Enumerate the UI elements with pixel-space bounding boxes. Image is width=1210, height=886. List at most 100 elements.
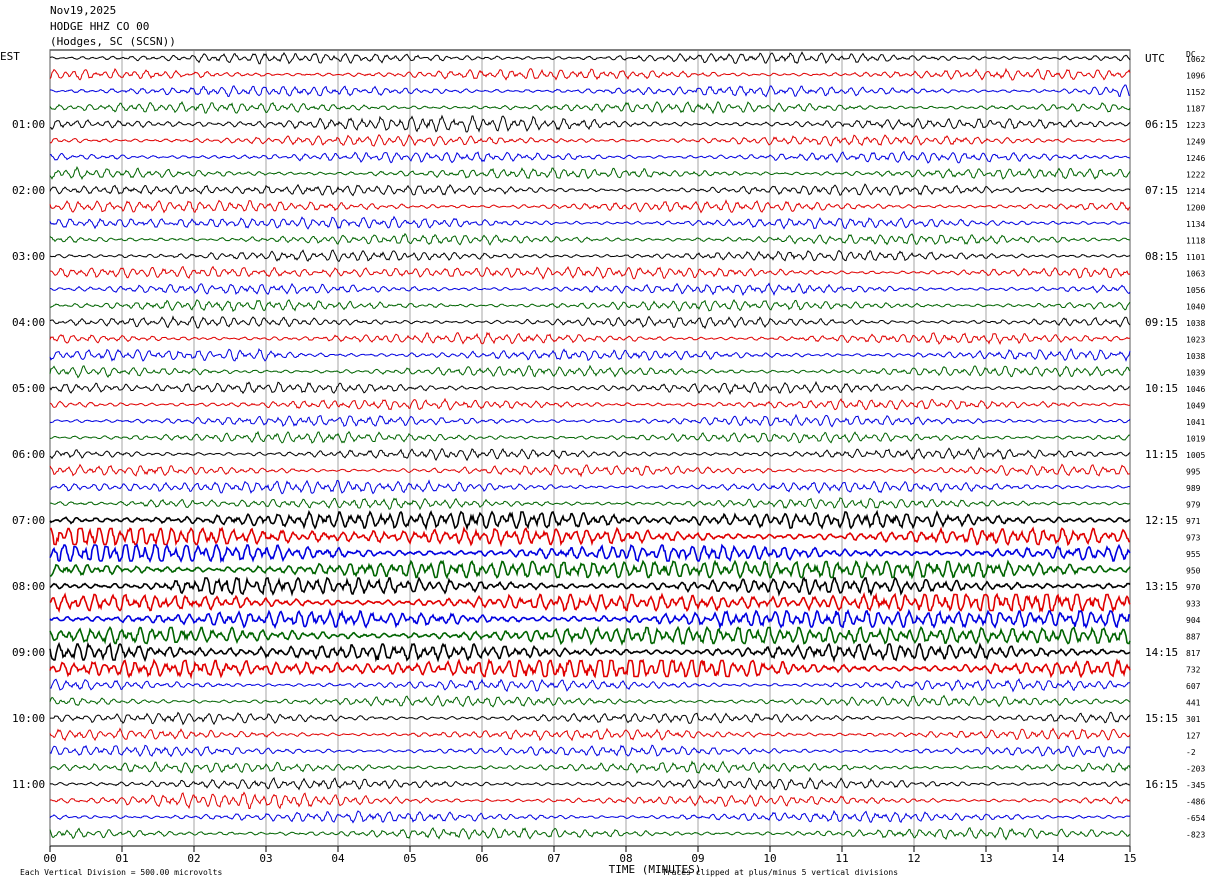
trace-line [49,265,1131,280]
x-tick-label: 03 [259,852,272,865]
trace-dc-offset: -823 [1186,831,1205,840]
left-hour-label: 03:00 [12,250,45,263]
x-tick-label: 13 [979,852,992,865]
trace-line [49,100,1131,115]
trace-dc-offset: 1246 [1186,154,1205,163]
trace-line [49,165,1131,181]
trace-line [49,760,1131,774]
trace-dc-offset: -654 [1186,814,1205,823]
trace-line [49,727,1131,742]
right-hour-label: 11:15 [1145,448,1178,461]
trace-dc-offset: 979 [1186,501,1201,510]
axis-labels: 00 01 02 03 04 05 06 07 08 09 10 11 12 13 14 15 TIME (MI… [0,50,1205,877]
trace-line [49,744,1131,758]
plot-grid [49,49,1131,852]
left-hour-label: 11:00 [12,778,45,791]
trace-dc-offset: 1019 [1186,435,1205,444]
trace-line [49,114,1131,133]
trace-line [49,509,1131,531]
trace-dc-offset: -345 [1186,781,1205,790]
trace-dc-offset: 955 [1186,550,1201,559]
trace-dc-offset: 1214 [1186,187,1205,196]
right-hour-label: 08:15 [1145,250,1178,263]
trace-line [49,591,1131,614]
trace-dc-offset: 971 [1186,517,1201,526]
trace-dc-offset: 1041 [1186,418,1205,427]
trace-dc-offset: 1039 [1186,369,1205,378]
x-tick-label: 01 [115,852,128,865]
trace-dc-offset: 1096 [1186,72,1205,81]
left-timezone-label: EST [0,50,20,63]
right-hour-label: 16:15 [1145,778,1178,791]
trace-line [49,447,1131,462]
footer-scale-note: Each Vertical Division = 500.00 microvol… [20,868,222,877]
left-hour-label: 07:00 [12,514,45,527]
trace-line [49,315,1131,330]
trace-line [49,84,1131,98]
x-tick-label: 09 [691,852,704,865]
trace-dc-offset: 1046 [1186,385,1205,394]
trace-line [49,711,1131,726]
trace-dc-offset: 1200 [1186,204,1205,213]
trace-line [49,776,1130,791]
left-hour-label: 09:00 [12,646,45,659]
trace-line [49,479,1131,495]
left-hour-label: 05:00 [12,382,45,395]
trace-line [49,826,1131,841]
trace-line [49,380,1131,396]
x-tick-label: 00 [43,852,56,865]
x-tick-label: 15 [1123,852,1136,865]
right-hour-label: 13:15 [1145,580,1178,593]
trace-dc-offset: 817 [1186,649,1201,658]
trace-dc-offset: 1056 [1186,286,1205,295]
trace-dc-offset: 1063 [1186,270,1205,279]
trace-line [49,497,1131,511]
x-tick-label: 11 [835,852,848,865]
trace-dc-offset: 1005 [1186,451,1205,460]
trace-dc-offset: 1223 [1186,121,1205,130]
trace-dc-offset: -2 [1186,748,1196,757]
trace-dc-offset: 904 [1186,616,1201,625]
trace-dc-offset: 1222 [1186,171,1205,180]
trace-line [49,608,1131,631]
trace-dc-offset: 1101 [1186,253,1205,262]
footer-clip-note: Traces clipped at plus/minus 5 vertical … [662,868,898,877]
trace-dc-offset: 127 [1186,732,1201,741]
trace-dc-offset: 973 [1186,534,1201,543]
x-tick-label: 02 [187,852,200,865]
header-location: (Hodges, SC (SCSN)) [50,35,176,48]
trace-line [49,791,1131,810]
trace-dc-offset: 1152 [1186,88,1205,97]
trace-line [49,543,1131,564]
right-hour-label: 14:15 [1145,646,1178,659]
trace-dc-offset: 933 [1186,600,1201,609]
trace-line [49,559,1131,580]
trace-dc-offset: 1249 [1186,138,1205,147]
x-tick-label: 12 [907,852,920,865]
trace-line [49,413,1131,428]
trace-dc-offset: 607 [1186,682,1201,691]
x-tick-label: 10 [763,852,776,865]
trace-line [49,67,1131,81]
trace-dc-offset: 989 [1186,484,1201,493]
trace-dc-offset: 1134 [1186,220,1205,229]
right-hour-label: 10:15 [1145,382,1178,395]
trace-line [49,134,1131,147]
x-tick-label: 14 [1051,852,1065,865]
left-hour-label: 06:00 [12,448,45,461]
trace-line [49,232,1130,246]
trace-line [50,51,1131,65]
left-hour-label: 10:00 [12,712,45,725]
trace-line [49,347,1131,362]
left-hour-label: 04:00 [12,316,45,329]
right-hour-label: 07:15 [1145,184,1178,197]
trace-dc-offset: 1038 [1186,352,1205,361]
dc-column-label: DC [1186,50,1196,59]
header-date: Nov19,2025 [50,4,117,17]
trace-line [49,183,1131,197]
left-hour-label: 02:00 [12,184,45,197]
left-hour-label: 01:00 [12,118,45,131]
trace-line [49,199,1131,214]
trace-line [49,641,1131,663]
